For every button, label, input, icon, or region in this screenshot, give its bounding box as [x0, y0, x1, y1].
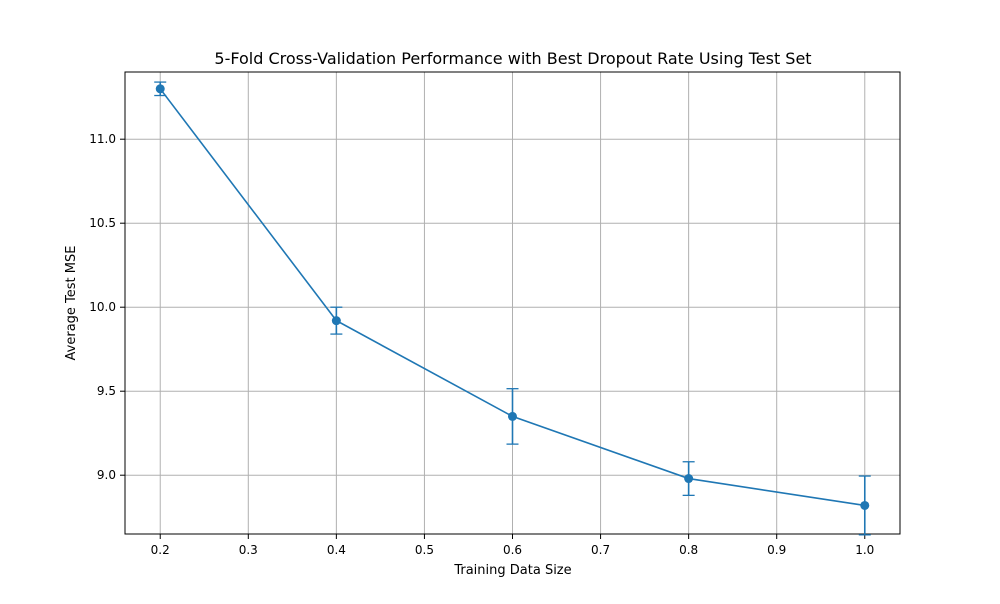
data-point — [331, 316, 341, 326]
y-tick-label: 11.0 — [89, 132, 116, 146]
x-tick-label: 0.9 — [767, 543, 786, 557]
y-tick-label: 9.5 — [97, 384, 116, 398]
x-tick-label: 0.6 — [503, 543, 522, 557]
data-point — [684, 474, 694, 484]
x-tick-label: 0.8 — [679, 543, 698, 557]
y-axis-ticks: 9.0 9.5 10.0 10.5 11.0 — [89, 132, 125, 482]
x-tick-label: 0.7 — [591, 543, 610, 557]
y-tick-label: 10.0 — [89, 300, 116, 314]
x-tick-label: 0.2 — [151, 543, 170, 557]
x-tick-label: 1.0 — [855, 543, 874, 557]
data-series — [154, 81, 871, 536]
y-tick-label: 10.5 — [89, 216, 116, 230]
data-point — [508, 411, 517, 421]
y-axis-label: Average Test MSE — [64, 246, 79, 361]
data-point — [860, 500, 870, 510]
x-tick-label: 0.5 — [415, 543, 434, 557]
chart-title: 5-Fold Cross-Validation Performance with… — [214, 49, 811, 68]
x-axis-label: Training Data Size — [453, 563, 571, 578]
x-tick-label: 0.4 — [327, 543, 346, 557]
grid-lines — [125, 72, 900, 534]
data-point — [155, 84, 165, 94]
x-axis-ticks: 0.2 0.3 0.4 0.5 0.6 0.7 0.8 0.9 1.0 — [151, 534, 874, 557]
y-tick-label: 9.0 — [97, 468, 116, 482]
x-tick-label: 0.3 — [239, 543, 258, 557]
